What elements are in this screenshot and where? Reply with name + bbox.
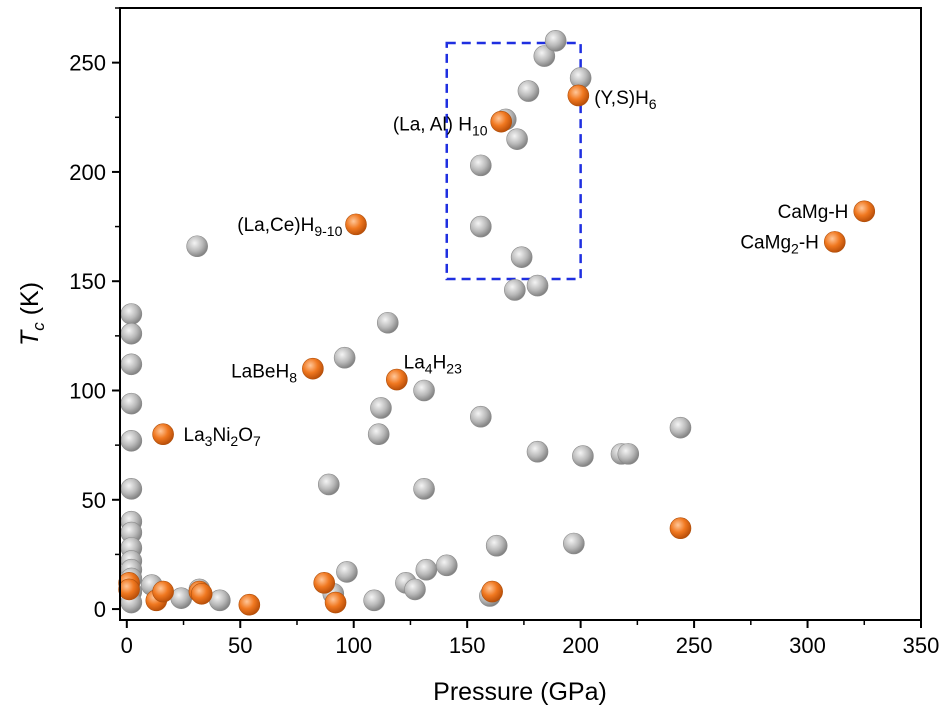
orange-point [152, 580, 174, 603]
gray-point [469, 215, 492, 238]
orange-point [386, 368, 408, 391]
y-tick-label: 150 [69, 269, 106, 294]
gray-point [413, 379, 435, 402]
x-tick-label: 200 [562, 633, 599, 658]
x-tick-label: 0 [121, 633, 133, 658]
orange-point [567, 84, 590, 107]
gray-point [544, 29, 567, 52]
orange-point [302, 357, 324, 380]
annotation-la4h23: La4H23 [404, 353, 462, 377]
x-tick-label: 250 [676, 633, 713, 658]
gray-point [469, 405, 492, 428]
gray-point [517, 80, 540, 102]
gray-point [120, 429, 143, 452]
annotation-labeh8: LaBeH8 [231, 361, 297, 385]
x-tick-label: 100 [335, 633, 372, 658]
orange-point [481, 580, 503, 603]
gray-point [367, 423, 390, 446]
gray-point [485, 534, 508, 557]
gray-point [415, 558, 438, 581]
annotation-camg2-h: CaMg2-H [740, 232, 819, 256]
gray-point [333, 346, 356, 369]
annotation-laal-h: (La, Al) H10 [393, 114, 488, 138]
gray-point [469, 154, 492, 177]
y-tick-label: 250 [69, 51, 106, 76]
orange-point [313, 572, 336, 594]
y-tick-label: 100 [69, 379, 106, 404]
gray-point [336, 561, 358, 583]
annotation-camg-h: CaMg-H [778, 202, 849, 223]
gray-point [617, 443, 640, 465]
annotation-la3ni2o7: La3Ni2O7 [184, 425, 261, 449]
gray-point [526, 440, 549, 463]
gray-point [506, 128, 528, 150]
gray-point [363, 589, 385, 612]
gray-point [533, 45, 556, 67]
gray-point [120, 303, 143, 325]
gray-point [404, 578, 426, 601]
x-tick-label: 150 [449, 633, 486, 658]
gray-point [317, 473, 340, 496]
gray-point [170, 587, 193, 609]
orange-point [118, 578, 140, 601]
x-tick-label: 50 [228, 633, 252, 658]
x-tick-label: 300 [789, 633, 826, 658]
gray-point [563, 532, 585, 555]
gray-point [120, 392, 143, 415]
x-axis-title: Pressure (GPa) [433, 678, 607, 706]
annotation-ys-h: (Y,S)H6 [594, 88, 657, 112]
y-tick-label: 200 [69, 160, 106, 185]
gray-point [370, 397, 392, 419]
y-tick-label: 0 [94, 597, 106, 622]
gray-point [120, 322, 143, 345]
gray-point [504, 279, 526, 301]
annotation-lace-h: (La,Ce)H9-10 [237, 215, 342, 239]
y-tick-label: 50 [82, 488, 106, 513]
gray-point [120, 478, 143, 500]
gray-point [526, 274, 549, 297]
y-axis-title-subscript: c [29, 322, 48, 331]
orange-point [190, 582, 213, 605]
highlight-box [445, 41, 582, 281]
plot-area: La3Ni2O7 LaBeH8 La4H23 (La,Ce)H9-10 (La, Al)… [118, 29, 876, 616]
axis-ticks: 0 50 100 150 200 250 300 350 0 50 100 150 200 250 [69, 7, 940, 658]
y-axis-title: Tc (K) [16, 282, 48, 346]
gray-point [209, 589, 231, 612]
orange-point [490, 110, 513, 133]
y-axis-title-unit: (K) [16, 282, 44, 322]
orange-point [345, 213, 367, 236]
gray-point [510, 246, 533, 268]
gray-point [120, 353, 143, 376]
gray-point [413, 478, 435, 500]
x-tick-label: 350 [903, 633, 940, 658]
orange-point [823, 231, 846, 253]
orange-point [669, 517, 692, 540]
y-axis-title-symbol: T [16, 329, 44, 346]
gray-point [572, 445, 594, 467]
orange-point [324, 591, 347, 614]
gray-point [669, 416, 692, 439]
orange-points [118, 84, 876, 616]
gray-point [186, 235, 208, 258]
gray-point [376, 311, 399, 334]
plot-frame [119, 7, 922, 621]
gray-point [435, 554, 458, 577]
orange-point [853, 200, 876, 223]
orange-point [152, 423, 174, 446]
orange-point [238, 593, 261, 616]
